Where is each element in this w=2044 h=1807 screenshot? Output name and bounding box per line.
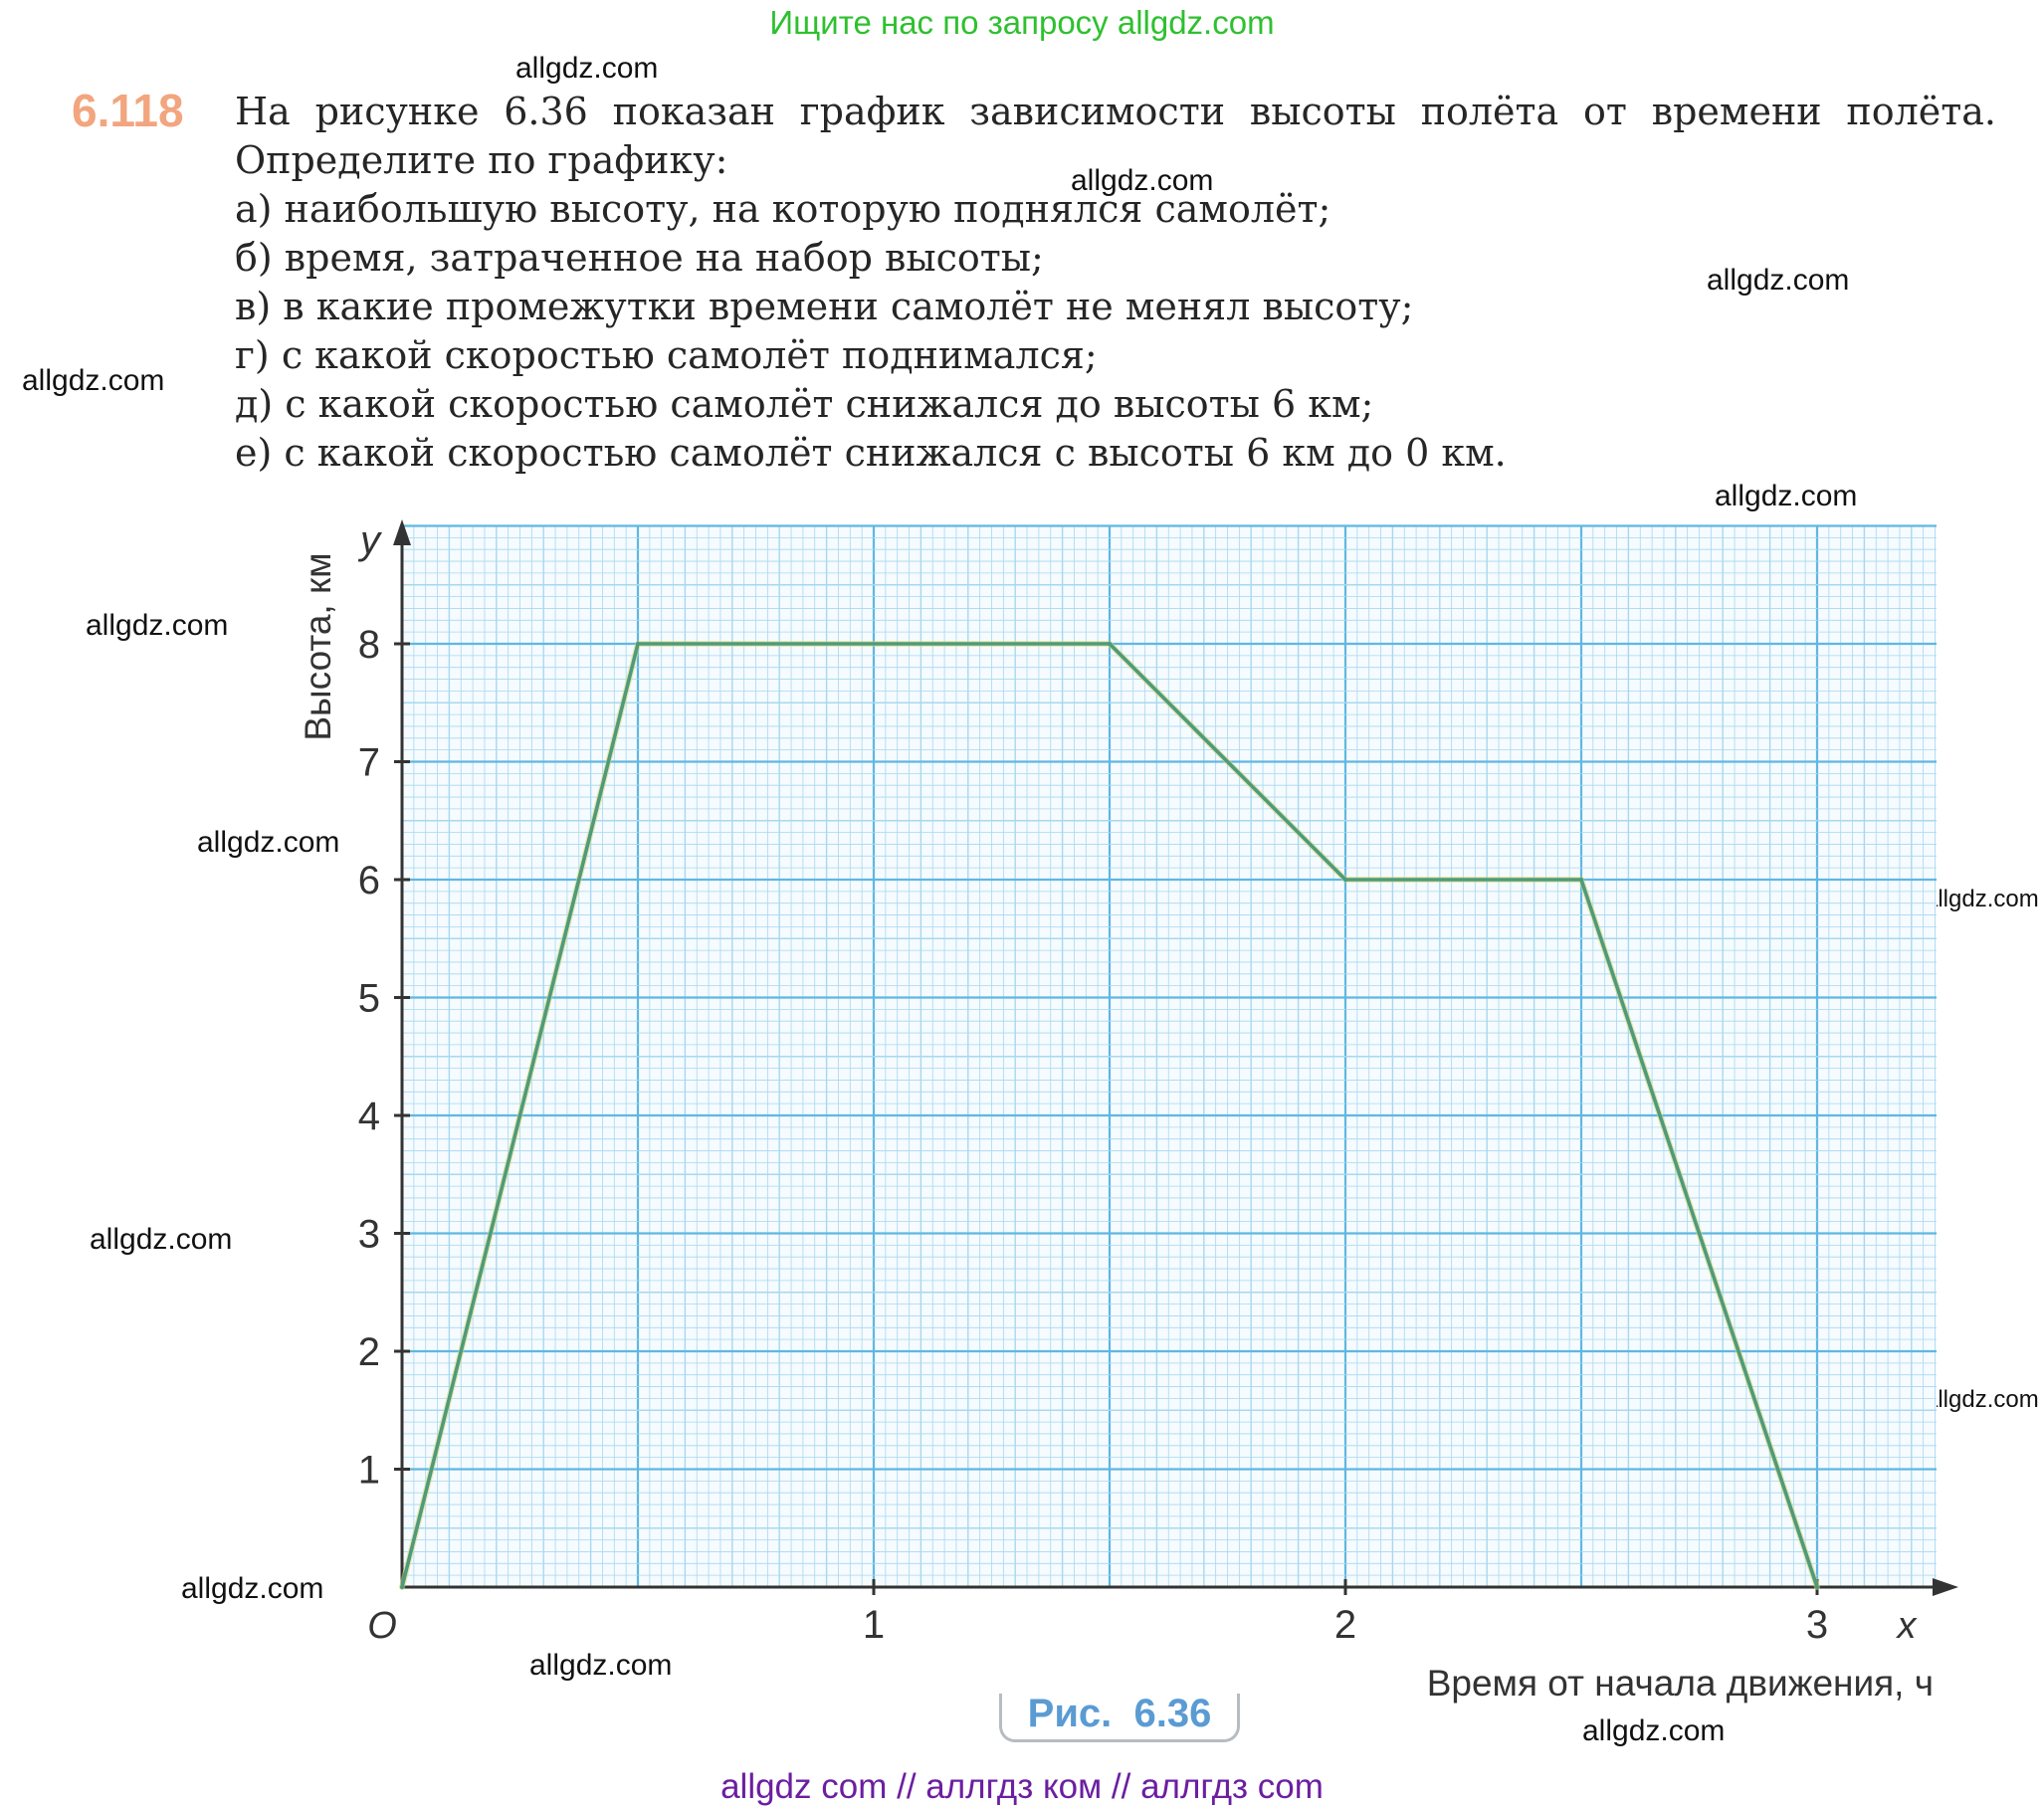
x-tick-label: 1	[863, 1603, 885, 1647]
question-item-f: е) с какой скоростью самолёт снижался с …	[235, 431, 1507, 475]
grid	[400, 524, 1937, 1589]
watermark-6: allgdz.com	[86, 609, 229, 642]
watermark-3: allgdz.com	[1707, 264, 1850, 297]
origin-label: O	[367, 1605, 397, 1647]
data-point	[399, 1584, 405, 1590]
problem-text: На рисунке 6.36 показан график зависимос…	[235, 88, 1996, 478]
figure-caption	[999, 1694, 1240, 1742]
question-item-b: б) время, затраченное на набор высоты;	[235, 236, 1044, 280]
question-item-d: г) с какой скоростью самолёт поднимался;	[235, 333, 1098, 377]
y-tick-label: 4	[358, 1095, 380, 1138]
watermark-5: allgdz.com	[1715, 480, 1858, 512]
series-line	[400, 642, 1819, 1589]
question-item-e: д) с какой скоростью самолёт снижался до…	[235, 382, 1374, 426]
watermark-8: allgdz.com	[1925, 886, 2039, 912]
x-axis-title: Время от начала движения, ч	[1427, 1663, 1934, 1704]
question-item-c: в) в какие промежутки времени самолёт не…	[235, 285, 1414, 328]
watermark-9: allgdz.com	[90, 1223, 233, 1256]
x-tick-label: 3	[1806, 1603, 1828, 1647]
watermark-2: allgdz.com	[1071, 164, 1214, 197]
problem-intro: На рисунке 6.36 показан график зависимос…	[235, 90, 1996, 182]
question-list: а) наибольшую высоту, на которую поднялс…	[235, 185, 1996, 478]
top-banner: Ищите нас по запросу allgdz.com	[769, 4, 1275, 41]
data-point	[1107, 641, 1113, 647]
y-axis-arrow	[393, 519, 411, 545]
data-point	[1578, 877, 1584, 883]
tick-labels: 1 2 3 4 5 6 7 8 1 2 3	[358, 623, 1828, 1647]
y-tick-label: 2	[358, 1330, 380, 1374]
y-tick-label: 8	[358, 623, 380, 667]
watermark-7: allgdz.com	[197, 826, 340, 859]
x-tick-label: 2	[1334, 1603, 1356, 1647]
problem-number: 6.118	[72, 85, 184, 136]
x-axis-arrow	[1933, 1578, 1958, 1596]
y-tick-label: 7	[358, 741, 380, 785]
series	[399, 641, 1820, 1590]
watermark-11: allgdz.com	[181, 1572, 324, 1605]
data-point	[1814, 1584, 1820, 1590]
question-item-a: а) наибольшую высоту, на которую поднялс…	[235, 187, 1331, 231]
y-tick-label: 1	[358, 1449, 380, 1493]
x-axis-letter: x	[1896, 1605, 1919, 1647]
y-axis-title: Высота, км	[298, 552, 338, 740]
y-axis-letter: y	[357, 518, 383, 562]
bottom-banner: allgdz com // аллгдз ком // аллгдз com	[720, 1767, 1324, 1806]
watermark-1: allgdz.com	[515, 52, 659, 85]
y-tick-label: 5	[358, 977, 380, 1021]
watermark-12: allgdz.com	[529, 1649, 673, 1682]
y-tick-label: 6	[358, 859, 380, 903]
watermark-10: allgdz.com	[1925, 1386, 2039, 1413]
y-tick-label: 3	[358, 1213, 380, 1257]
axes	[393, 519, 1958, 1596]
figure-caption-text: Рис. 6.36	[1027, 1692, 1212, 1735]
data-point	[635, 641, 641, 647]
data-point	[1342, 877, 1348, 883]
watermark-4: allgdz.com	[22, 364, 165, 397]
watermark-13: allgdz.com	[1582, 1714, 1726, 1747]
